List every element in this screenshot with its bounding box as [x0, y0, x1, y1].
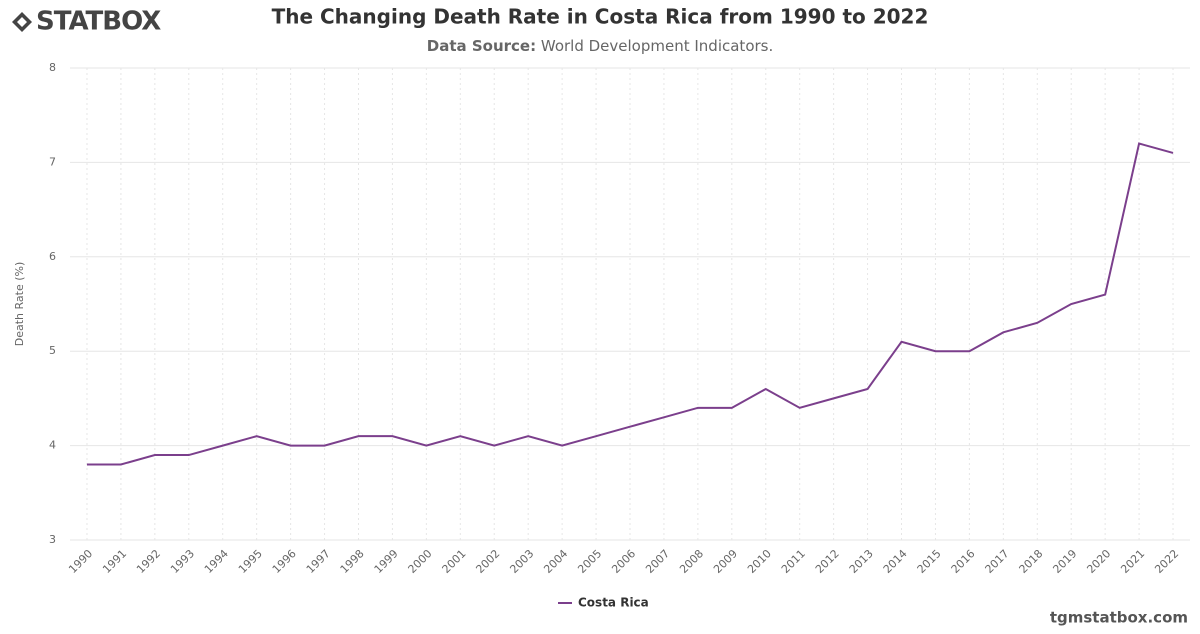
- x-tick-label: 1994: [202, 547, 231, 576]
- x-tick-label: 1996: [270, 547, 299, 576]
- logo-icon: [12, 12, 32, 32]
- x-tick-label: 2010: [745, 547, 774, 576]
- logo: STATBOX: [12, 7, 162, 37]
- x-tick-label: 2017: [983, 547, 1012, 576]
- x-tick-label: 2022: [1152, 547, 1181, 576]
- x-tick-label: 2004: [541, 547, 570, 576]
- subtitle-text: World Development Indicators.: [541, 37, 773, 55]
- x-tick-label: 2003: [507, 547, 536, 576]
- x-tick-label: 1997: [304, 547, 333, 576]
- x-tick-label: 2008: [677, 547, 706, 576]
- x-tick-label: 1990: [66, 547, 95, 576]
- y-tick-label: 7: [49, 155, 56, 168]
- logo-text: STATBOX: [36, 7, 161, 37]
- x-tick-label: 1995: [236, 547, 265, 576]
- y-tick-label: 5: [49, 344, 56, 357]
- x-tick-label: 2014: [881, 547, 910, 576]
- y-tick-label: 8: [49, 61, 56, 74]
- x-tick-label: 2012: [813, 547, 842, 576]
- x-tick-label: 2018: [1017, 547, 1046, 576]
- y-tick-label: 6: [49, 250, 56, 263]
- x-tick-label: 2021: [1118, 547, 1147, 576]
- x-tick-label: 2002: [473, 547, 502, 576]
- x-tick-label: 1999: [372, 547, 401, 576]
- x-tick-label: 2013: [847, 547, 876, 576]
- x-tick-label: 2005: [575, 547, 604, 576]
- x-tick-label: 1991: [100, 547, 129, 576]
- x-tick-label: 1998: [338, 547, 367, 576]
- subtitle-label: Data Source:: [427, 37, 536, 55]
- x-tick-label: 2000: [406, 547, 435, 576]
- x-tick-label: 1992: [134, 547, 163, 576]
- x-tick-label: 1993: [168, 547, 197, 576]
- y-tick-label: 3: [49, 533, 56, 546]
- y-axis-label: Death Rate (%): [13, 262, 26, 347]
- x-tick-label: 2020: [1084, 547, 1113, 576]
- legend-label: Costa Rica: [578, 596, 649, 610]
- x-tick-label: 2015: [915, 547, 944, 576]
- chart-title: The Changing Death Rate in Costa Rica fr…: [272, 5, 929, 29]
- x-tick-label: 2011: [779, 547, 808, 576]
- chart-subtitle: Data Source: World Development Indicator…: [427, 37, 774, 55]
- x-tick-label: 2001: [440, 547, 469, 576]
- footer: tgmstatbox.com: [1050, 609, 1188, 627]
- x-tick-label: 2016: [949, 547, 978, 576]
- x-tick-label: 2006: [609, 547, 638, 576]
- x-tick-label: 2007: [643, 547, 672, 576]
- y-tick-label: 4: [49, 439, 56, 452]
- x-tick-label: 2019: [1050, 547, 1079, 576]
- x-tick-label: 2009: [711, 547, 740, 576]
- line-series: [86, 142, 1174, 466]
